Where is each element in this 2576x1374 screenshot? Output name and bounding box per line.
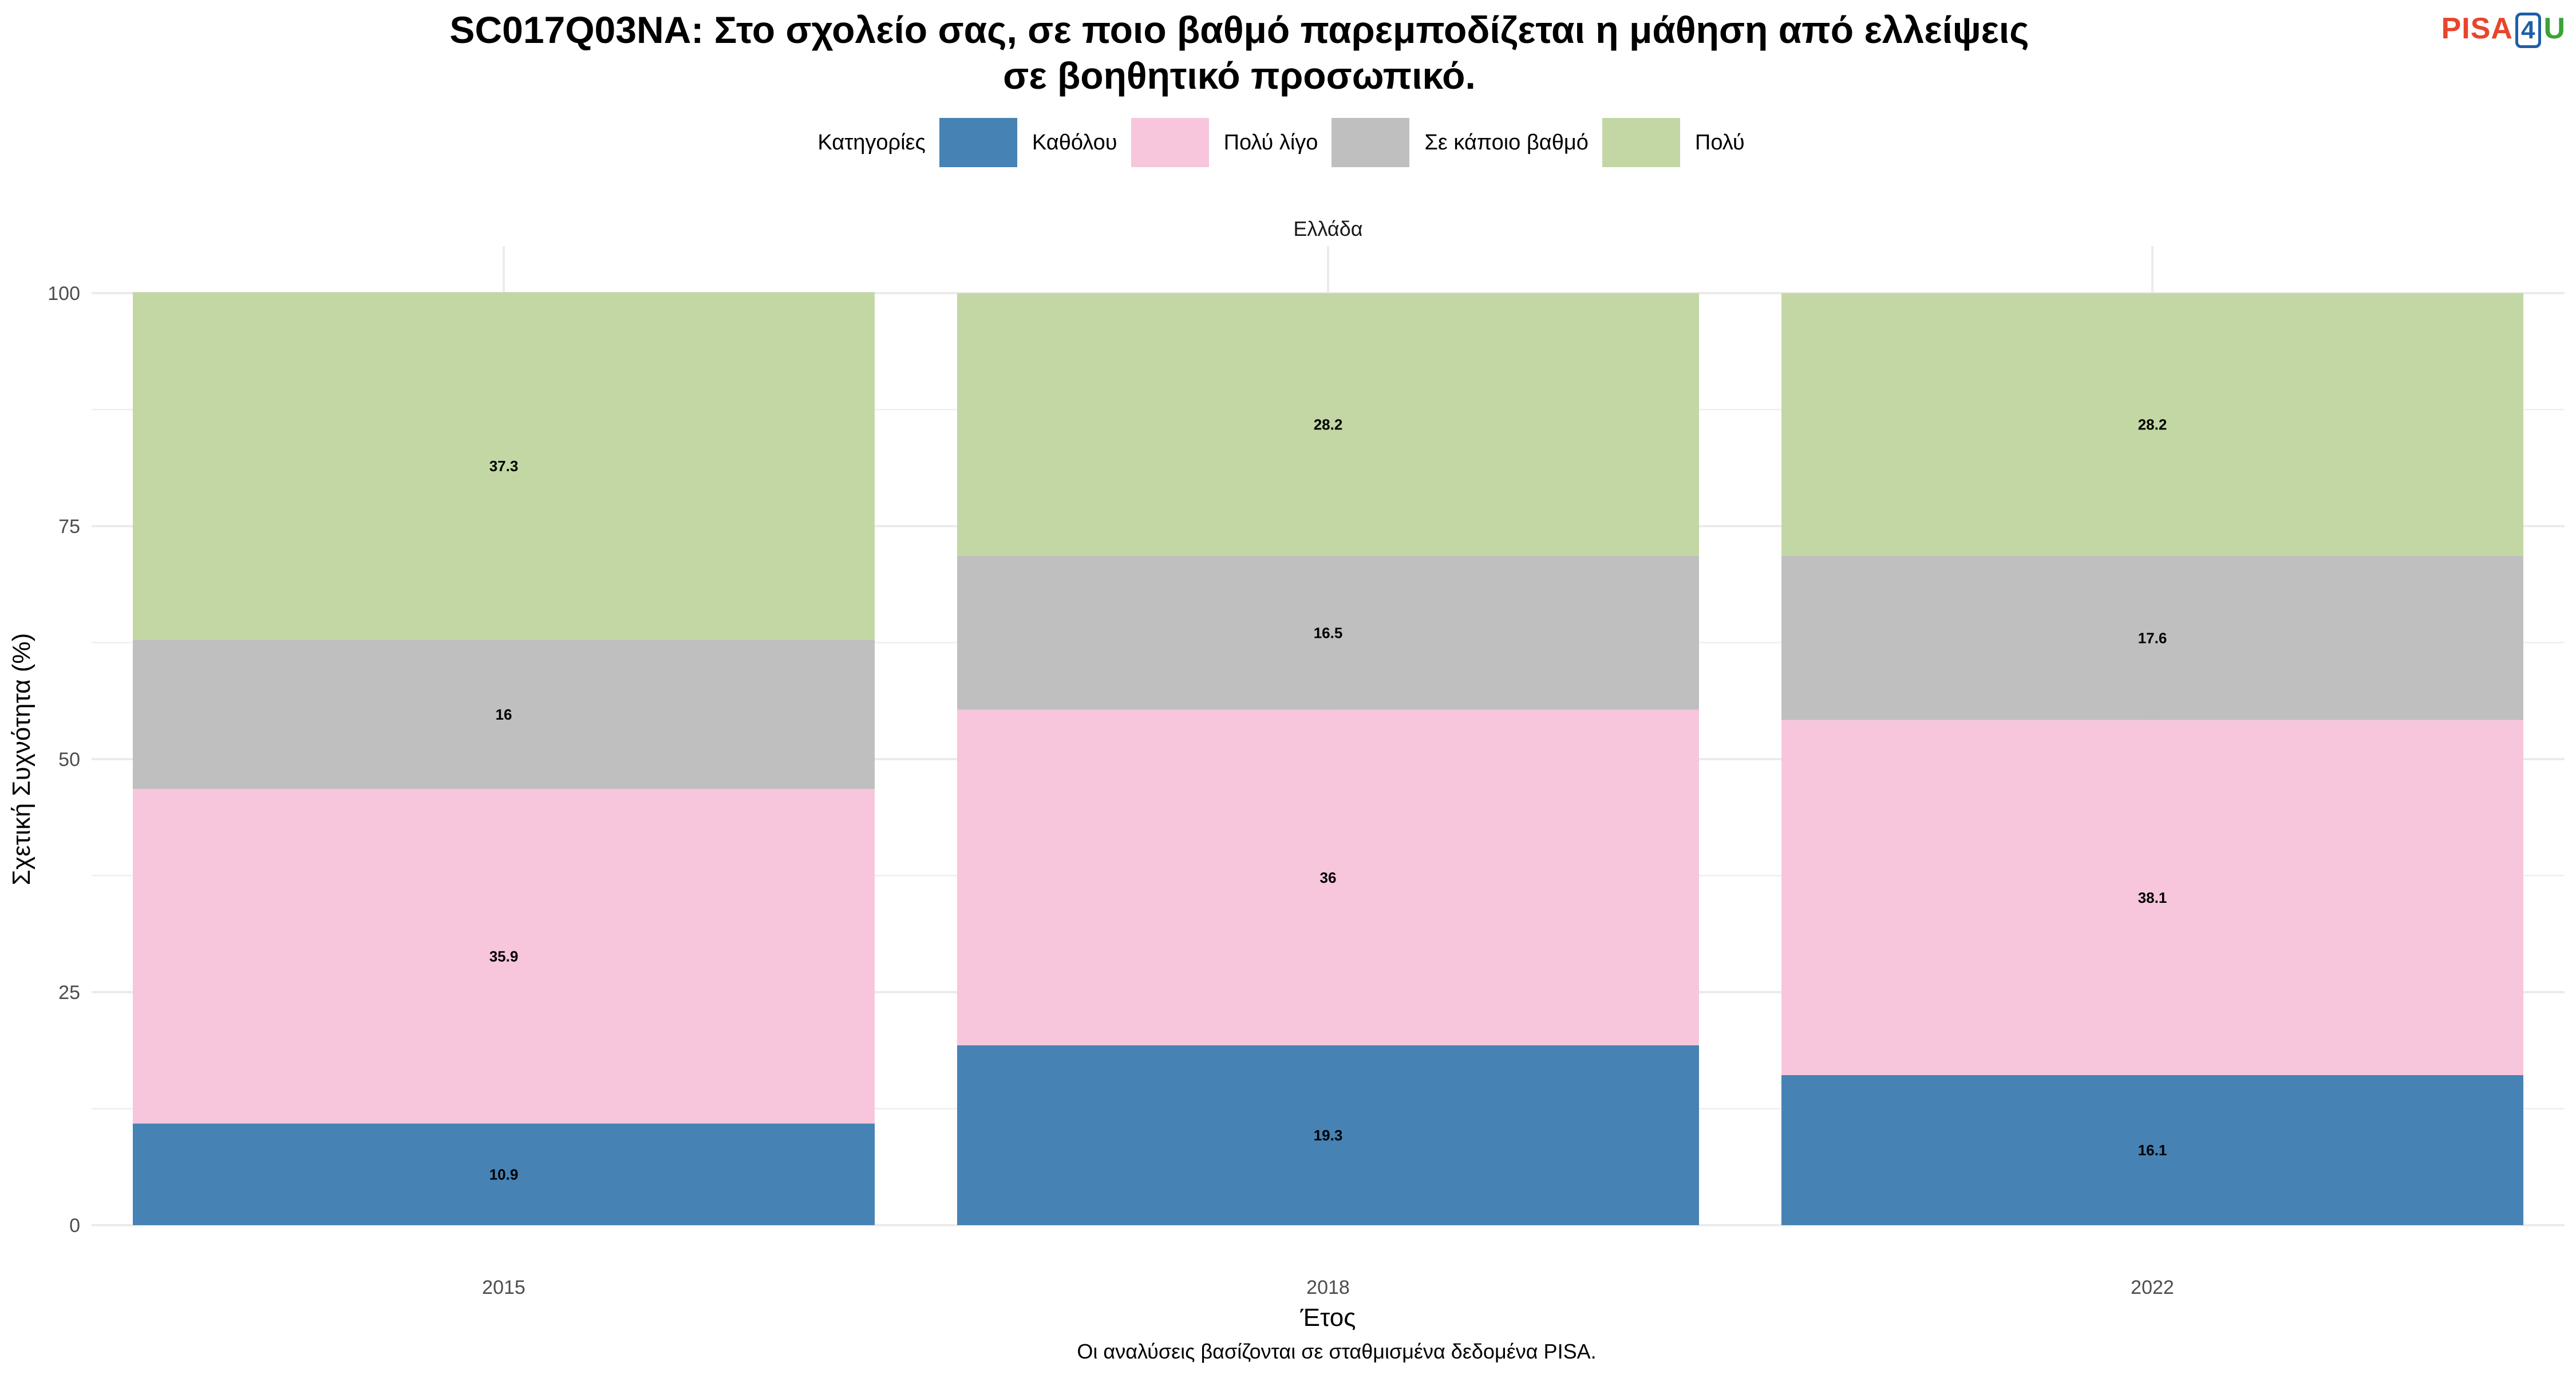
bar-data-label: 16.5 [1314,624,1343,641]
bar-segment [133,639,875,789]
legend-swatch-katholou [939,118,1017,167]
bar-segment [1781,720,2523,1075]
chart-caption: Οι αναλύσεις βασίζονται σε σταθμισμένα δ… [1077,1340,1597,1363]
bar-data-label: 10.9 [489,1166,519,1183]
logo-text-pisa: PISA [2441,12,2513,45]
bar-segment [133,1123,875,1225]
legend-item-poly-ligo: Πολύ λίγο [1131,118,1318,167]
legend-label-katholou: Καθόλου [1032,130,1117,155]
legend-title: Κατηγορίες [817,130,926,155]
legend-swatch-poly-ligo [1131,118,1209,167]
x-tick-label: 2022 [2131,1277,2174,1298]
bar-data-label: 19.3 [1314,1127,1343,1144]
bar-segment [1781,293,2523,556]
bar-data-label: 37.3 [489,457,519,475]
chart-title-line-1: SC017Q03NA: Στο σχολείο σας, σε ποιο βαθ… [449,9,2029,51]
logo-text-u: U [2543,12,2566,45]
bar-segment [133,789,875,1124]
y-tick-label: 50 [58,749,80,771]
bar-segment [957,293,1699,556]
legend-item-katholou: Καθόλου [939,118,1117,167]
y-axis-title: Σχετική Συχνότητα (%) [7,633,35,886]
bar-data-label: 28.2 [2138,416,2167,433]
legend: Κατηγορίες Καθόλου Πολύ λίγο Σε κάποιο β… [0,118,2576,167]
legend-item-poly: Πολύ [1602,118,1745,167]
legend-label-poly-ligo: Πολύ λίγο [1223,130,1318,155]
chart-title-line-2: σε βοηθητικό προσωπικό. [1003,54,1476,97]
y-tick-label: 25 [58,982,80,1004]
bar-segment [957,1045,1699,1225]
y-tick-label: 0 [69,1215,80,1237]
bar-segment [1781,1075,2523,1225]
x-tick-label: 2018 [1306,1277,1350,1298]
bar-data-label: 16.1 [2138,1142,2167,1159]
legend-swatch-se-kapoio-vathmo [1332,118,1410,167]
legend-swatch-poly [1602,118,1680,167]
y-tick-label: 75 [58,516,80,538]
bar-data-label: 17.6 [2138,629,2167,646]
bar-data-label: 36 [1320,869,1337,886]
legend-item-se-kapoio-vathmo: Σε κάποιο βαθμό [1332,118,1589,167]
bar-segment [957,556,1699,710]
bar-segment [1781,556,2523,720]
bar-data-label: 28.2 [1314,416,1343,433]
x-axis-title: Έτος [1300,1304,1356,1332]
legend-label-poly: Πολύ [1694,130,1745,155]
x-tick-label: 2015 [482,1277,526,1298]
bar-data-label: 35.9 [489,947,519,965]
facet-label: Ελλάδα [1293,217,1362,240]
bar-data-label: 38.1 [2138,889,2167,906]
bar-data-label: 16 [496,706,512,723]
pisa4u-logo: PISA 4 U [2441,11,2566,48]
legend-label-se-kapoio-vathmo: Σε κάποιο βαθμό [1424,130,1589,155]
y-tick-label: 100 [48,283,80,305]
bar-segment [133,292,875,640]
logo-text-four: 4 [2515,13,2542,48]
bar-segment [957,709,1699,1045]
chart-title: SC017Q03NA: Στο σχολείο σας, σε ποιο βαθ… [0,7,2479,98]
